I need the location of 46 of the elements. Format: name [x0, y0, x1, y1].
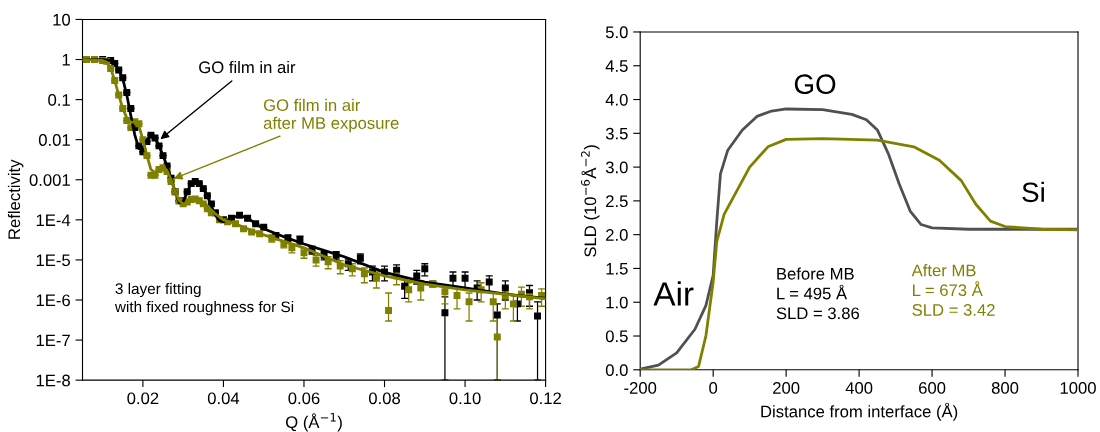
annotation: GO	[794, 74, 836, 95]
x-tick-label: 200	[773, 382, 800, 394]
y-tick-label: 0.01	[38, 134, 70, 146]
x-tick-label: 0	[709, 382, 718, 394]
annotation: 3 layer fitting with fixed roughness for Si	[114, 282, 294, 316]
x-tick-label: 0.08	[368, 392, 401, 405]
y-tick-label: 0.001	[29, 174, 70, 186]
y-tick-label: 4.5	[605, 60, 628, 72]
y-tick-label: 1E-8	[36, 374, 70, 387]
x-tick-label: 0.04	[207, 392, 240, 405]
y-tick-label: 3.0	[605, 161, 628, 174]
annotation: After MB L = 673 Å SLD = 3.42	[911, 264, 995, 316]
x-tick-label: 400	[845, 382, 873, 394]
y-tick-label: 10	[53, 13, 71, 26]
y-tick-label: 4.0	[605, 93, 628, 106]
x-tick-label: 0.10	[449, 392, 481, 405]
x-tick-label: 0.02	[127, 392, 159, 405]
x-tick-label: 0.06	[288, 392, 320, 405]
y-tick-label: 0.1	[48, 94, 70, 106]
y-axis-title: SLD (10$^{−6}$Å$^{−2}$)	[581, 145, 600, 257]
x-tick-label: 1000	[1060, 382, 1096, 394]
y-tick-label: 3.5	[605, 127, 628, 140]
y-tick-label: 0.0	[605, 364, 628, 376]
x-axis-title: Distance from interface (Å)	[761, 402, 958, 421]
y-tick-label: 1.5	[606, 263, 628, 275]
y-tick-label: 1E-5	[36, 254, 70, 267]
y-tick-label: 1.0	[606, 296, 628, 309]
y-axis-title: Reflectivity	[7, 159, 24, 239]
annotation: Si	[1022, 181, 1044, 203]
x-tick-label: -200	[624, 382, 657, 394]
y-tick-label: 1E-6	[36, 294, 70, 307]
x-tick-label: 0.12	[530, 392, 561, 405]
annotation: GO film in air after MB exposure	[263, 98, 399, 133]
annotation: Air	[653, 281, 694, 306]
y-tick-label: 1E-4	[36, 214, 71, 226]
y-tick-label: 0.5	[605, 330, 628, 343]
annotation: GO film in air	[199, 60, 296, 74]
y-tick-label: 1	[62, 54, 70, 66]
y-tick-label: 1E-7	[36, 334, 70, 347]
annotation: Before MB L = 495 Å SLD = 3.86	[776, 267, 860, 320]
y-tick-label: 2.5	[606, 195, 628, 208]
y-tick-label: 2.0	[606, 229, 628, 241]
x-tick-label: 800	[991, 382, 1019, 394]
x-axis-title: Q (Å$^{−1}$)	[286, 413, 342, 432]
y-tick-label: 5.0	[605, 26, 628, 39]
x-tick-label: 600	[919, 382, 946, 394]
